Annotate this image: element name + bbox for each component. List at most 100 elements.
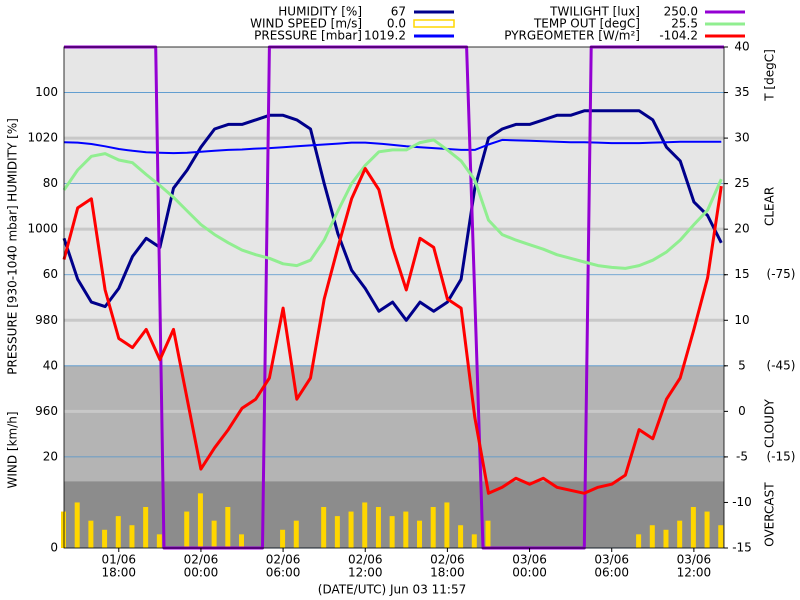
wind-bar	[663, 529, 669, 548]
y2-tick-label: 40	[734, 40, 749, 54]
x-tick-label: 02/06	[266, 553, 301, 567]
wind-bar	[74, 502, 80, 548]
wind-bar	[348, 511, 354, 548]
y2-tick-label: -5	[736, 449, 748, 463]
legend-value: 1019.2	[364, 29, 406, 43]
legend-value: 250.0	[664, 5, 698, 19]
wind-bar	[88, 520, 94, 548]
wind-bar	[375, 507, 381, 548]
band	[64, 365, 724, 482]
wind-bar	[704, 511, 710, 548]
band-label: CLEAR	[763, 187, 777, 226]
x-tick-label: 12:00	[348, 566, 383, 580]
wind-bar	[334, 516, 340, 548]
wind-bar	[718, 525, 724, 548]
wind-bar	[636, 534, 642, 548]
y-tick-label: 40	[43, 358, 58, 372]
y2-tick-label: 25	[734, 176, 749, 190]
wind-bar	[225, 507, 231, 548]
x-tick-label: 03/06	[594, 553, 629, 567]
legend-label: PYRGEOMETER [W/m²]	[504, 29, 640, 43]
wind-bar	[485, 520, 491, 548]
y2-tick-label: 20	[734, 222, 749, 236]
pressure-axis-title: PRESSURE [930-1040 mbar]	[6, 205, 20, 374]
pressure-tick-label: 980	[35, 313, 58, 327]
x-tick-label: 02/06	[184, 553, 219, 567]
legend-label: WIND SPEED [m/s]	[250, 17, 362, 31]
y2-tick-label: 35	[734, 85, 749, 99]
wind-bar	[61, 511, 66, 548]
band	[64, 47, 724, 366]
y-tick-label: 100	[35, 85, 58, 99]
wind-bar	[184, 511, 190, 548]
wind-bar	[197, 493, 203, 548]
y2-tick-label: 15	[734, 267, 749, 281]
x-tick-label: 02/06	[430, 553, 465, 567]
y2-tick-label: 5	[738, 358, 746, 372]
wind-bar	[143, 507, 149, 548]
wind-bar	[239, 534, 245, 548]
wind-bar	[430, 507, 436, 548]
legend-label: HUMIDITY [%]	[278, 5, 362, 19]
series-line	[63, 138, 722, 155]
wind-bar	[677, 520, 683, 548]
band-label: OVERCAST	[763, 482, 777, 547]
wind-bar	[444, 502, 450, 548]
plot-frame	[63, 46, 725, 549]
wind-bar	[649, 525, 655, 548]
series-line	[62, 138, 723, 270]
wind-axis-title: WIND [km/h]	[6, 411, 20, 488]
legend-value: -104.2	[659, 29, 698, 43]
wind-bar	[115, 516, 121, 548]
y4-tick-label: (-15)	[767, 449, 796, 463]
wind-bar	[690, 507, 696, 548]
legend-value: 25.5	[671, 17, 698, 31]
wind-bar	[362, 502, 368, 548]
y-axis-title: HUMIDITY [%]	[6, 118, 20, 202]
wind-bar	[321, 507, 327, 548]
x-tick-label: 00:00	[512, 566, 547, 580]
y-tick-label: 20	[43, 449, 58, 463]
wind-bar	[156, 534, 162, 548]
pressure-tick-label: 960	[35, 404, 58, 418]
wind-bar	[293, 520, 299, 548]
wind-bar	[102, 529, 108, 548]
pressure-tick-label: 1020	[27, 131, 58, 145]
x-tick-label: 01/06	[101, 553, 136, 567]
wind-bar	[471, 534, 477, 548]
legend-swatch	[413, 19, 455, 28]
y4-tick-label: (-45)	[767, 358, 796, 372]
x-tick-label: 06:00	[594, 566, 629, 580]
y2-tick-label: 0	[738, 404, 746, 418]
plot-area	[61, 45, 724, 550]
legend-label: TWILIGHT [lux]	[549, 5, 640, 19]
band-label: CLOUDY	[763, 398, 777, 447]
x-tick-label: 03/06	[512, 553, 547, 567]
series-line	[62, 109, 723, 322]
y2-tick-label: -15	[732, 541, 752, 555]
x-tick-label: 12:00	[677, 566, 712, 580]
wind-bar	[280, 529, 286, 548]
y-tick-label: 80	[43, 176, 58, 190]
y-tick-label: 60	[43, 267, 58, 281]
series-line	[62, 167, 723, 495]
legend-value: 0.0	[387, 17, 406, 31]
wind-bar	[389, 516, 395, 548]
y2-tick-label: 30	[734, 131, 749, 145]
y-tick-label: 0	[50, 541, 58, 555]
legend-value: 67	[391, 5, 406, 19]
wind-bar	[458, 525, 464, 548]
wind-bar	[129, 525, 135, 548]
temp-axis-title: T [degC]	[763, 49, 777, 102]
y4-tick-label: (-75)	[767, 267, 796, 281]
x-tick-label: 06:00	[266, 566, 301, 580]
wind-bar	[417, 520, 423, 548]
legend-label: PRESSURE [mbar]	[254, 29, 362, 43]
x-tick-label: 18:00	[430, 566, 465, 580]
wind-bar	[211, 520, 217, 548]
y2-tick-label: 10	[734, 313, 749, 327]
wind-bar	[403, 511, 409, 548]
x-tick-label: 03/06	[677, 553, 712, 567]
